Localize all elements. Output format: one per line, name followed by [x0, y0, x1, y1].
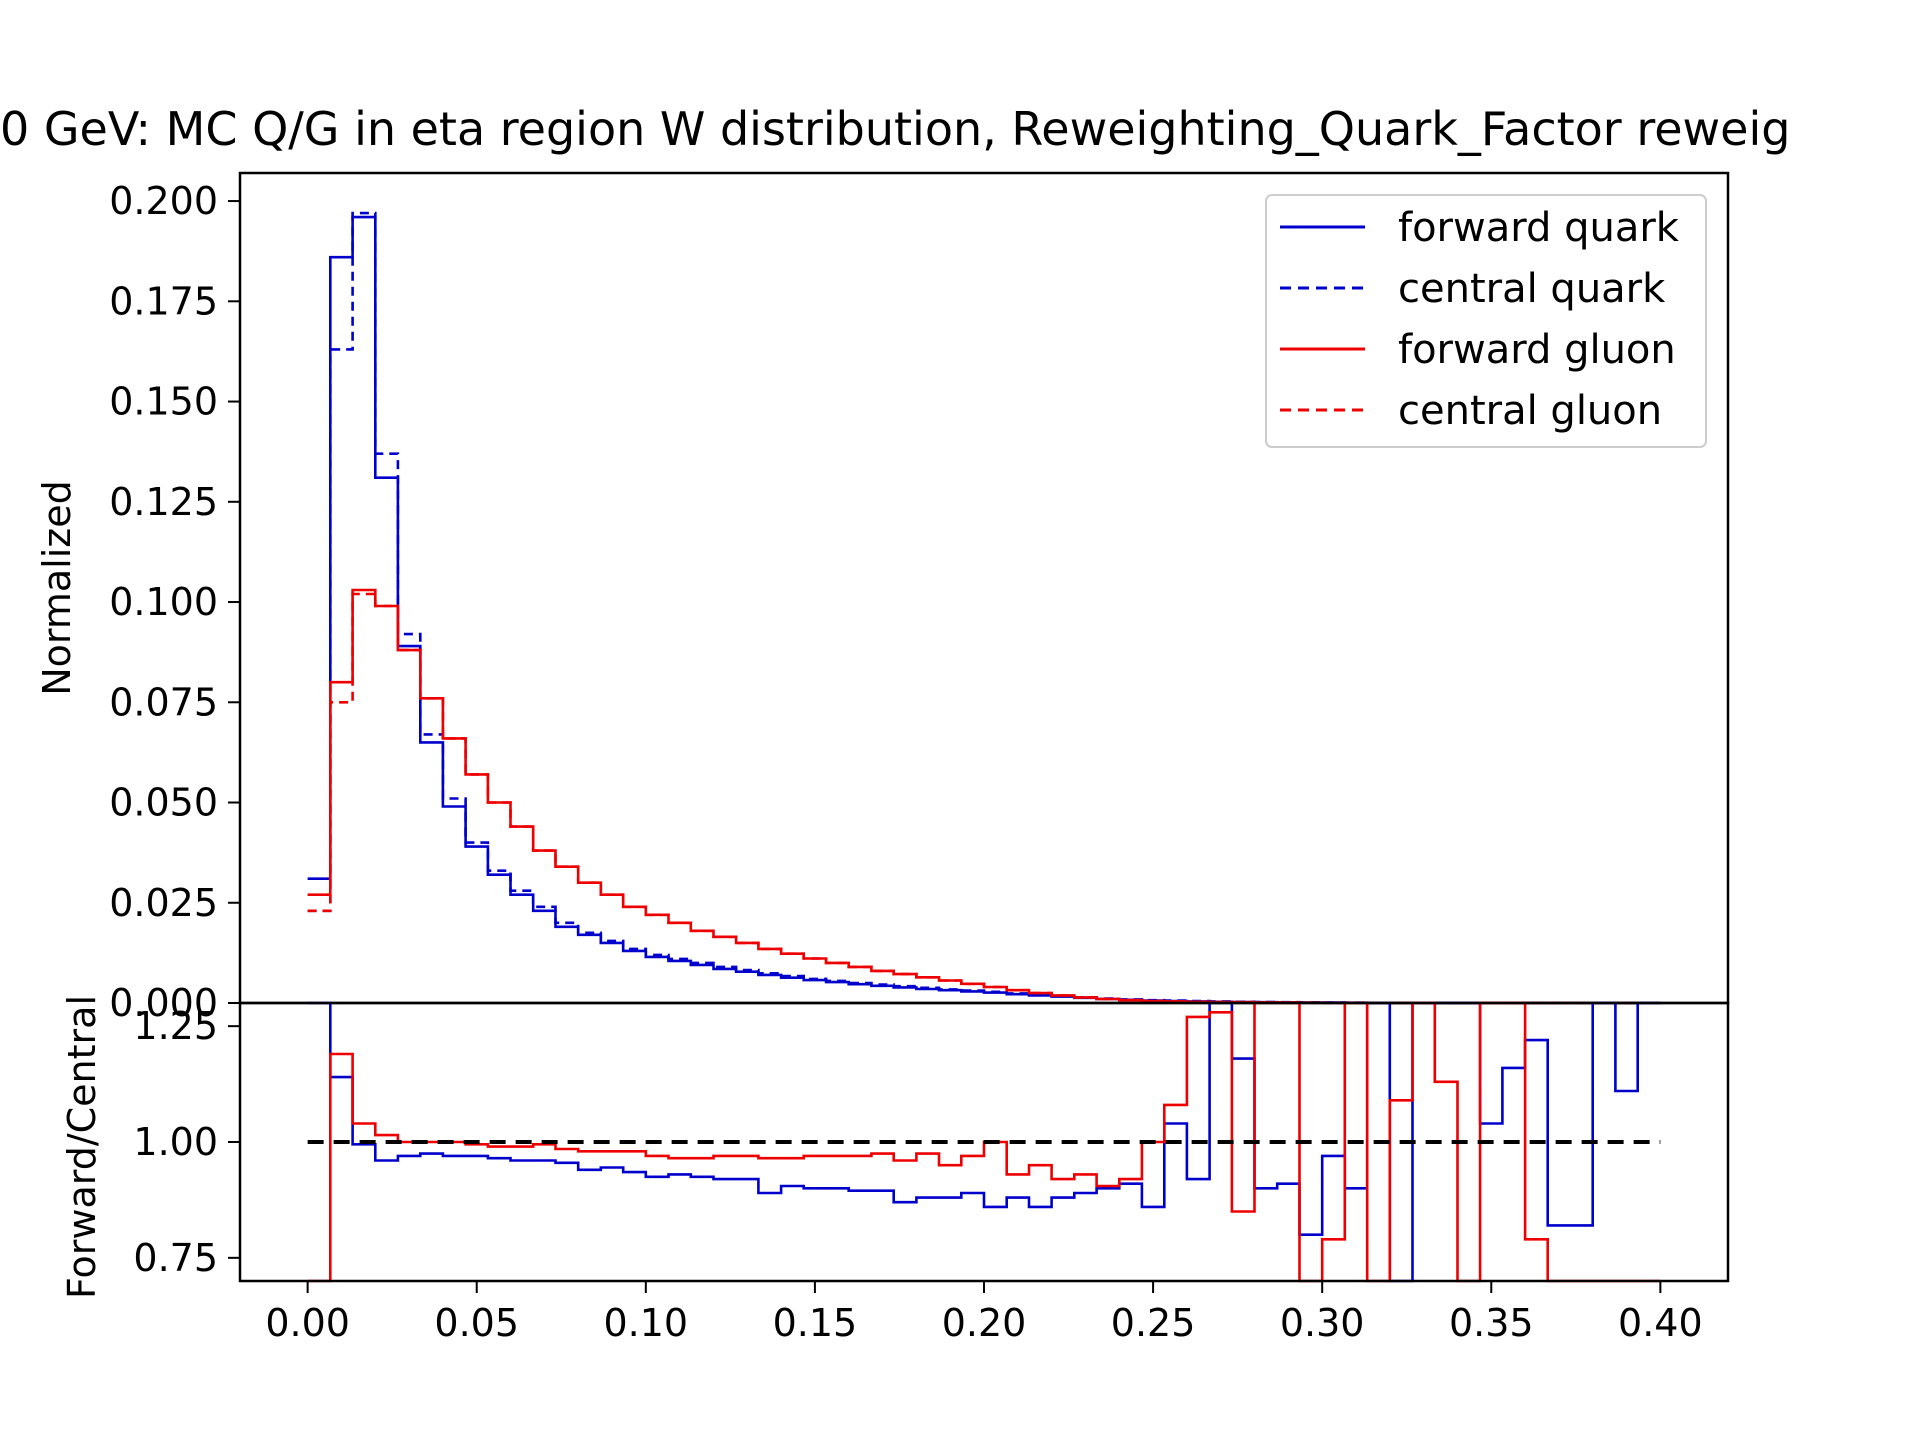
top-y-tick-label: 0.100 — [109, 580, 218, 624]
bottom-y-tick-label: 0.75 — [133, 1236, 218, 1280]
x-tick-label: 0.20 — [942, 1301, 1027, 1345]
x-tick-label: 0.10 — [604, 1301, 689, 1345]
chart-title: 0 GeV: MC Q/G in eta region W distributi… — [0, 102, 1790, 156]
bottom-panel: 0.75 1.00 1.25 0.00 0.05 0.10 0.15 0.20 0.25 0.3… — [60, 995, 1730, 1345]
top-y-tick-label: 0.000 — [109, 981, 218, 1025]
x-tick-label: 0.05 — [434, 1301, 519, 1345]
top-y-tick-label: 0.125 — [109, 480, 218, 524]
top-y-tick-label: 0.150 — [109, 380, 218, 424]
top-y-tick-label: 0.075 — [109, 680, 218, 724]
legend-box — [1265, 194, 1707, 448]
legend-label: forward gluon — [1398, 327, 1676, 373]
gluon-ratio-step — [307, 1001, 1661, 1283]
top-y-tick-label: 0.200 — [109, 179, 218, 223]
x-tick-label: 0.25 — [1111, 1301, 1196, 1345]
legend: forward quark central quark forward gluon c… — [1265, 194, 1707, 448]
legend-label: central quark — [1398, 266, 1666, 312]
top-y-tick-label: 0.025 — [109, 881, 218, 925]
bottom-y-tick-label: 1.00 — [133, 1120, 218, 1164]
x-tick-label: 0.40 — [1618, 1301, 1703, 1345]
legend-label: forward quark — [1398, 205, 1680, 251]
top-panel: 0.000 0.025 0.050 0.075 0.100 0.125 0.150 0.175… — [35, 171, 1730, 1025]
top-y-tick-label: 0.175 — [109, 279, 218, 323]
x-tick-label: 0.30 — [1280, 1301, 1365, 1345]
series-forward-gluon-step — [307, 588, 1661, 1005]
top-y-axis-label: Normalized — [35, 480, 79, 696]
x-tick-label: 0.35 — [1449, 1301, 1534, 1345]
top-y-tick-label: 0.050 — [109, 781, 218, 825]
x-tick-label: 0.00 — [265, 1301, 350, 1345]
series-central-gluon-step — [307, 592, 1661, 1005]
bottom-y-axis-label: Forward/Central — [60, 995, 104, 1299]
x-tick-label: 0.15 — [773, 1301, 858, 1345]
legend-label: central gluon — [1398, 388, 1662, 434]
bottom-y-tick-label: 1.25 — [133, 1004, 218, 1048]
